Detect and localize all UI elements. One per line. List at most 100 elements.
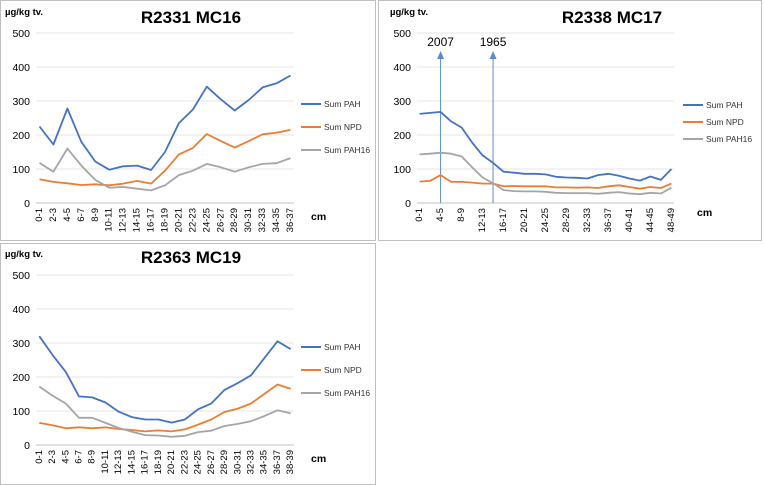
- x-tick-label: 24-25: [193, 450, 204, 474]
- x-tick-label: 16-17: [140, 450, 151, 474]
- legend-label: Sum PAH16: [324, 145, 370, 155]
- legend-label: Sum NPD: [706, 117, 744, 127]
- series-line-sum-pah: [419, 111, 673, 182]
- y-tick-label: 200: [12, 372, 30, 384]
- x-tick-label: 26-27: [206, 450, 217, 474]
- y-tick-label: 100: [12, 164, 30, 176]
- y-tick-label: 100: [393, 164, 411, 176]
- chart-title: R2338 MC17: [562, 8, 662, 27]
- series-line-sum-npd: [39, 383, 291, 433]
- x-tick-label: 6-7: [74, 450, 85, 464]
- chart-panel-r2363: R2363 MC19 µg/kg tv. 0 100 200 300 400 500 0-1 2-…: [0, 243, 376, 485]
- x-tick-label: 36-37: [603, 208, 614, 232]
- x-tick-label: 40-41: [624, 208, 635, 232]
- y-tick-label: 300: [393, 96, 411, 108]
- x-tick-label: 36-37: [272, 450, 283, 474]
- x-tick-label: 0-1: [34, 450, 45, 464]
- chart-title: R2363 MC19: [141, 248, 241, 267]
- x-tick-label: 28-29: [561, 208, 572, 232]
- x-tick-label: 12-13: [118, 208, 129, 232]
- series-line-sum-pah: [38, 335, 292, 424]
- x-tick-label: 4-5: [435, 208, 446, 222]
- x-tick-label: 6-7: [76, 208, 87, 222]
- x-tick-label: 2-3: [47, 450, 58, 464]
- chart-panel-r2331: R2331 MC16 µg/kg tv. 0 100 200 300 400 500 0-1 2-…: [0, 0, 376, 241]
- x-tick-label: 16-17: [146, 208, 157, 232]
- x-tick-label: 4-5: [62, 208, 73, 222]
- x-tick-label: 30-31: [232, 450, 243, 474]
- legend-label: Sum PAH: [324, 342, 361, 352]
- y-axis-unit-label: µg/kg tv.: [5, 7, 43, 18]
- x-tick-label: 32-33: [257, 208, 268, 232]
- marker-arrowhead: [437, 51, 445, 59]
- y-tick-label: 400: [12, 304, 30, 316]
- series-line-sum-pah: [38, 74, 291, 171]
- x-tick-label: 36-37: [285, 208, 296, 232]
- x-tick-label: 10-11: [104, 208, 115, 232]
- x-tick-label: 32-33: [246, 450, 257, 474]
- year-annotation: 1965: [480, 35, 507, 49]
- x-tick-label: 34-35: [259, 450, 270, 474]
- y-tick-label: 300: [12, 96, 30, 108]
- x-tick-label: 22-23: [179, 450, 190, 474]
- x-tick-label: 14-15: [126, 450, 137, 474]
- x-tick-label: 18-19: [160, 208, 171, 232]
- x-tick-label: 8-9: [456, 208, 467, 222]
- x-tick-label: 20-21: [166, 450, 177, 474]
- year-annotation: 2007: [427, 35, 454, 49]
- chart-r2338-mc17: R2338 MC17 µg/kg tv. 0 100 200 300 400 500 0-1 4-…: [390, 7, 752, 232]
- series-line-sum-pah16: [38, 385, 291, 438]
- x-tick-label: 24-25: [540, 208, 551, 232]
- x-tick-label: 10-11: [100, 450, 111, 474]
- x-tick-label: 0-1: [414, 208, 425, 222]
- x-tick-label: 8-9: [87, 450, 98, 464]
- y-tick-label: 400: [393, 62, 411, 74]
- chart-title: R2331 MC16: [141, 8, 241, 27]
- y-axis-unit-label: µg/kg tv.: [390, 7, 428, 18]
- x-tick-label: 28-29: [219, 450, 230, 474]
- y-tick-label: 500: [393, 28, 411, 40]
- y-tick-label: 400: [12, 62, 30, 74]
- x-tick-label: 44-45: [645, 208, 656, 232]
- x-tick-label: 18-19: [153, 450, 164, 474]
- x-tick-label: 20-21: [519, 208, 530, 232]
- x-tick-label: 34-35: [271, 208, 282, 232]
- legend-label: Sum PAH16: [324, 388, 370, 398]
- legend-label: Sum PAH: [706, 100, 743, 110]
- series-line-sum-pah16: [419, 151, 672, 196]
- chart-panel-r2338: R2338 MC17 µg/kg tv. 0 100 200 300 400 500 0-1 4-…: [378, 0, 762, 241]
- legend-label: Sum NPD: [324, 122, 362, 132]
- x-tick-label: 24-25: [201, 208, 212, 232]
- x-tick-label: 12-13: [477, 208, 488, 232]
- x-tick-label: 48-49: [666, 208, 677, 232]
- x-tick-label: 38-39: [285, 450, 296, 474]
- y-tick-label: 200: [12, 130, 30, 142]
- y-tick-label: 500: [12, 28, 30, 40]
- y-tick-label: 100: [12, 406, 30, 418]
- y-tick-label: 300: [12, 338, 30, 350]
- x-tick-label: 8-9: [90, 208, 101, 222]
- x-axis-unit-label: cm: [311, 211, 326, 223]
- x-tick-label: 20-21: [173, 208, 184, 232]
- y-tick-label: 500: [12, 270, 30, 282]
- y-tick-label: 0: [24, 198, 30, 210]
- y-tick-label: 200: [393, 130, 411, 142]
- chart-r2363-mc19: R2363 MC19 µg/kg tv. 0 100 200 300 400 500 0-1 2-…: [5, 248, 370, 474]
- series-line-sum-npd: [39, 129, 291, 187]
- x-tick-label: 26-27: [215, 208, 226, 232]
- x-tick-label: 32-33: [582, 208, 593, 232]
- x-axis-unit-label: cm: [697, 207, 712, 219]
- legend-label: Sum PAH: [324, 99, 361, 109]
- x-tick-label: 4-5: [60, 450, 71, 464]
- x-tick-label: 2-3: [48, 208, 59, 222]
- x-tick-label: 12-13: [113, 450, 124, 474]
- x-tick-label: 22-23: [187, 208, 198, 232]
- y-tick-label: 0: [24, 440, 30, 452]
- x-tick-label: 16-17: [498, 208, 509, 232]
- x-tick-label: 30-31: [243, 208, 254, 232]
- legend-label: Sum NPD: [324, 365, 362, 375]
- chart-r2331-mc16: R2331 MC16 µg/kg tv. 0 100 200 300 400 500 0-1 2-…: [5, 7, 370, 232]
- series-line-sum-pah16: [39, 147, 291, 192]
- x-tick-label: 14-15: [132, 208, 143, 232]
- x-axis-unit-label: cm: [311, 453, 326, 465]
